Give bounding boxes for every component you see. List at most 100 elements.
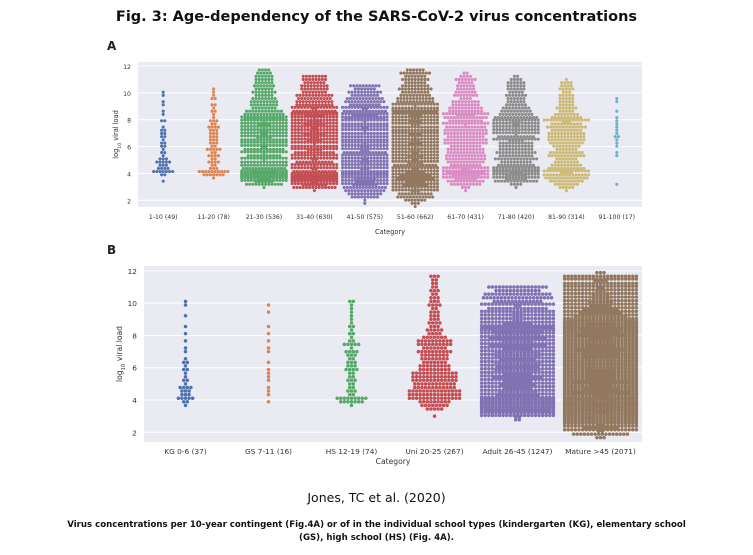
- panel-a-point: [265, 135, 269, 139]
- panel-a-point: [316, 96, 320, 101]
- panel-a-point: [208, 166, 212, 170]
- panel-a-point: [325, 115, 329, 119]
- panel-b-point: [483, 345, 487, 349]
- panel-a-point: [323, 93, 328, 97]
- panel-a-point: [208, 138, 212, 142]
- panel-a-point: [264, 109, 268, 113]
- panel-b-point: [353, 396, 357, 400]
- panel-b-point: [533, 292, 538, 296]
- panel-b-point: [508, 316, 513, 321]
- panel-b-point: [411, 389, 415, 393]
- panel-a-point: [251, 182, 255, 186]
- panel-b-point: [526, 302, 531, 306]
- panel-b-point: [544, 349, 548, 353]
- panel-b-point: [448, 339, 453, 343]
- panel-b-point: [504, 309, 509, 314]
- panel-b-point: [448, 385, 453, 390]
- panel-a-point: [290, 121, 294, 125]
- panel-a-point: [268, 143, 272, 148]
- panel-a-point: [335, 131, 339, 135]
- panel-a-point: [240, 160, 244, 164]
- panel-a-point: [335, 156, 339, 160]
- panel-a-point: [331, 150, 336, 155]
- panel-a-point: [320, 77, 324, 81]
- panel-b-point: [479, 345, 484, 349]
- panel-b-point: [548, 377, 552, 382]
- panel-a-point: [252, 138, 257, 142]
- panel-a-point: [290, 162, 294, 167]
- panel-a-point: [262, 151, 266, 155]
- panel-b-point: [490, 285, 495, 289]
- panel-a-point: [301, 74, 305, 78]
- panel-a-point: [152, 170, 156, 174]
- panel-b-point: [439, 346, 444, 350]
- panel-a-point: [161, 100, 165, 104]
- panel-a-point: [325, 166, 329, 170]
- panel-a-point: [158, 157, 162, 161]
- panel-a-point: [322, 137, 326, 141]
- panel-a-point: [278, 163, 282, 167]
- panel-b-point: [423, 353, 428, 357]
- panel-b-point: [454, 392, 458, 397]
- panel-b-point: [537, 320, 541, 324]
- panel-b-point: [494, 356, 498, 360]
- panel-a-point: [249, 176, 253, 180]
- panel-a-point: [249, 150, 253, 154]
- panel-b-point: [551, 366, 556, 371]
- panel-a-point: [256, 140, 260, 144]
- panel-b-point: [483, 374, 487, 378]
- panel-a-point: [308, 93, 312, 97]
- panel-a-point: [262, 158, 266, 162]
- panel-a-point: [259, 112, 263, 116]
- panel-a-point: [212, 90, 216, 94]
- panel-a-point: [281, 143, 285, 148]
- panel-a-point: [322, 150, 326, 155]
- panel-a-point: [212, 93, 216, 97]
- panel-b-point: [438, 385, 442, 390]
- panel-a-point: [243, 156, 247, 160]
- panel-b-point: [508, 288, 513, 293]
- panel-b-point: [346, 342, 350, 347]
- panel-a-point: [316, 148, 320, 152]
- panel-a-point: [320, 100, 324, 104]
- panel-a-point: [303, 166, 307, 170]
- panel-b-point: [429, 288, 433, 293]
- panel-b-point: [551, 349, 556, 353]
- panel-b-point: [551, 313, 556, 317]
- panel-a-point: [271, 163, 276, 167]
- panel-a-point: [306, 81, 310, 85]
- panel-b-point: [544, 285, 548, 289]
- panel-b-point: [487, 370, 491, 375]
- panel-a-point: [300, 147, 304, 151]
- panel-b-point: [420, 385, 424, 390]
- panel-b-point: [427, 403, 431, 408]
- panel-a-point: [316, 115, 320, 119]
- panel-a-point: [316, 81, 320, 85]
- panel-a-y-tick-label: 2: [127, 198, 131, 205]
- panel-a-point: [240, 118, 244, 122]
- panel-b-point: [420, 403, 424, 408]
- panel-a-point: [271, 118, 276, 122]
- panel-a-point: [213, 103, 217, 107]
- panel-a-point: [243, 124, 247, 128]
- panel-b-point: [432, 407, 437, 411]
- panel-a-point: [271, 147, 276, 151]
- panel-b-point: [416, 342, 421, 347]
- panel-a-point: [304, 93, 309, 97]
- panel-a-point: [275, 134, 279, 138]
- panel-a-point: [330, 100, 334, 104]
- panel-a-point: [219, 170, 224, 174]
- panel-b-point: [490, 356, 495, 360]
- panel-b-point: [548, 352, 552, 357]
- panel-a-point: [251, 109, 255, 113]
- panel-b-point: [497, 320, 502, 324]
- panel-a-point: [158, 170, 162, 174]
- panel-a-point: [273, 166, 277, 170]
- panel-a-point: [264, 68, 268, 72]
- panel-b-point: [490, 320, 495, 324]
- panel-a-point: [267, 106, 271, 110]
- panel-a-point: [243, 147, 247, 151]
- panel-a-point: [325, 121, 329, 125]
- panel-b-point: [351, 357, 356, 361]
- panel-a-point: [246, 140, 250, 144]
